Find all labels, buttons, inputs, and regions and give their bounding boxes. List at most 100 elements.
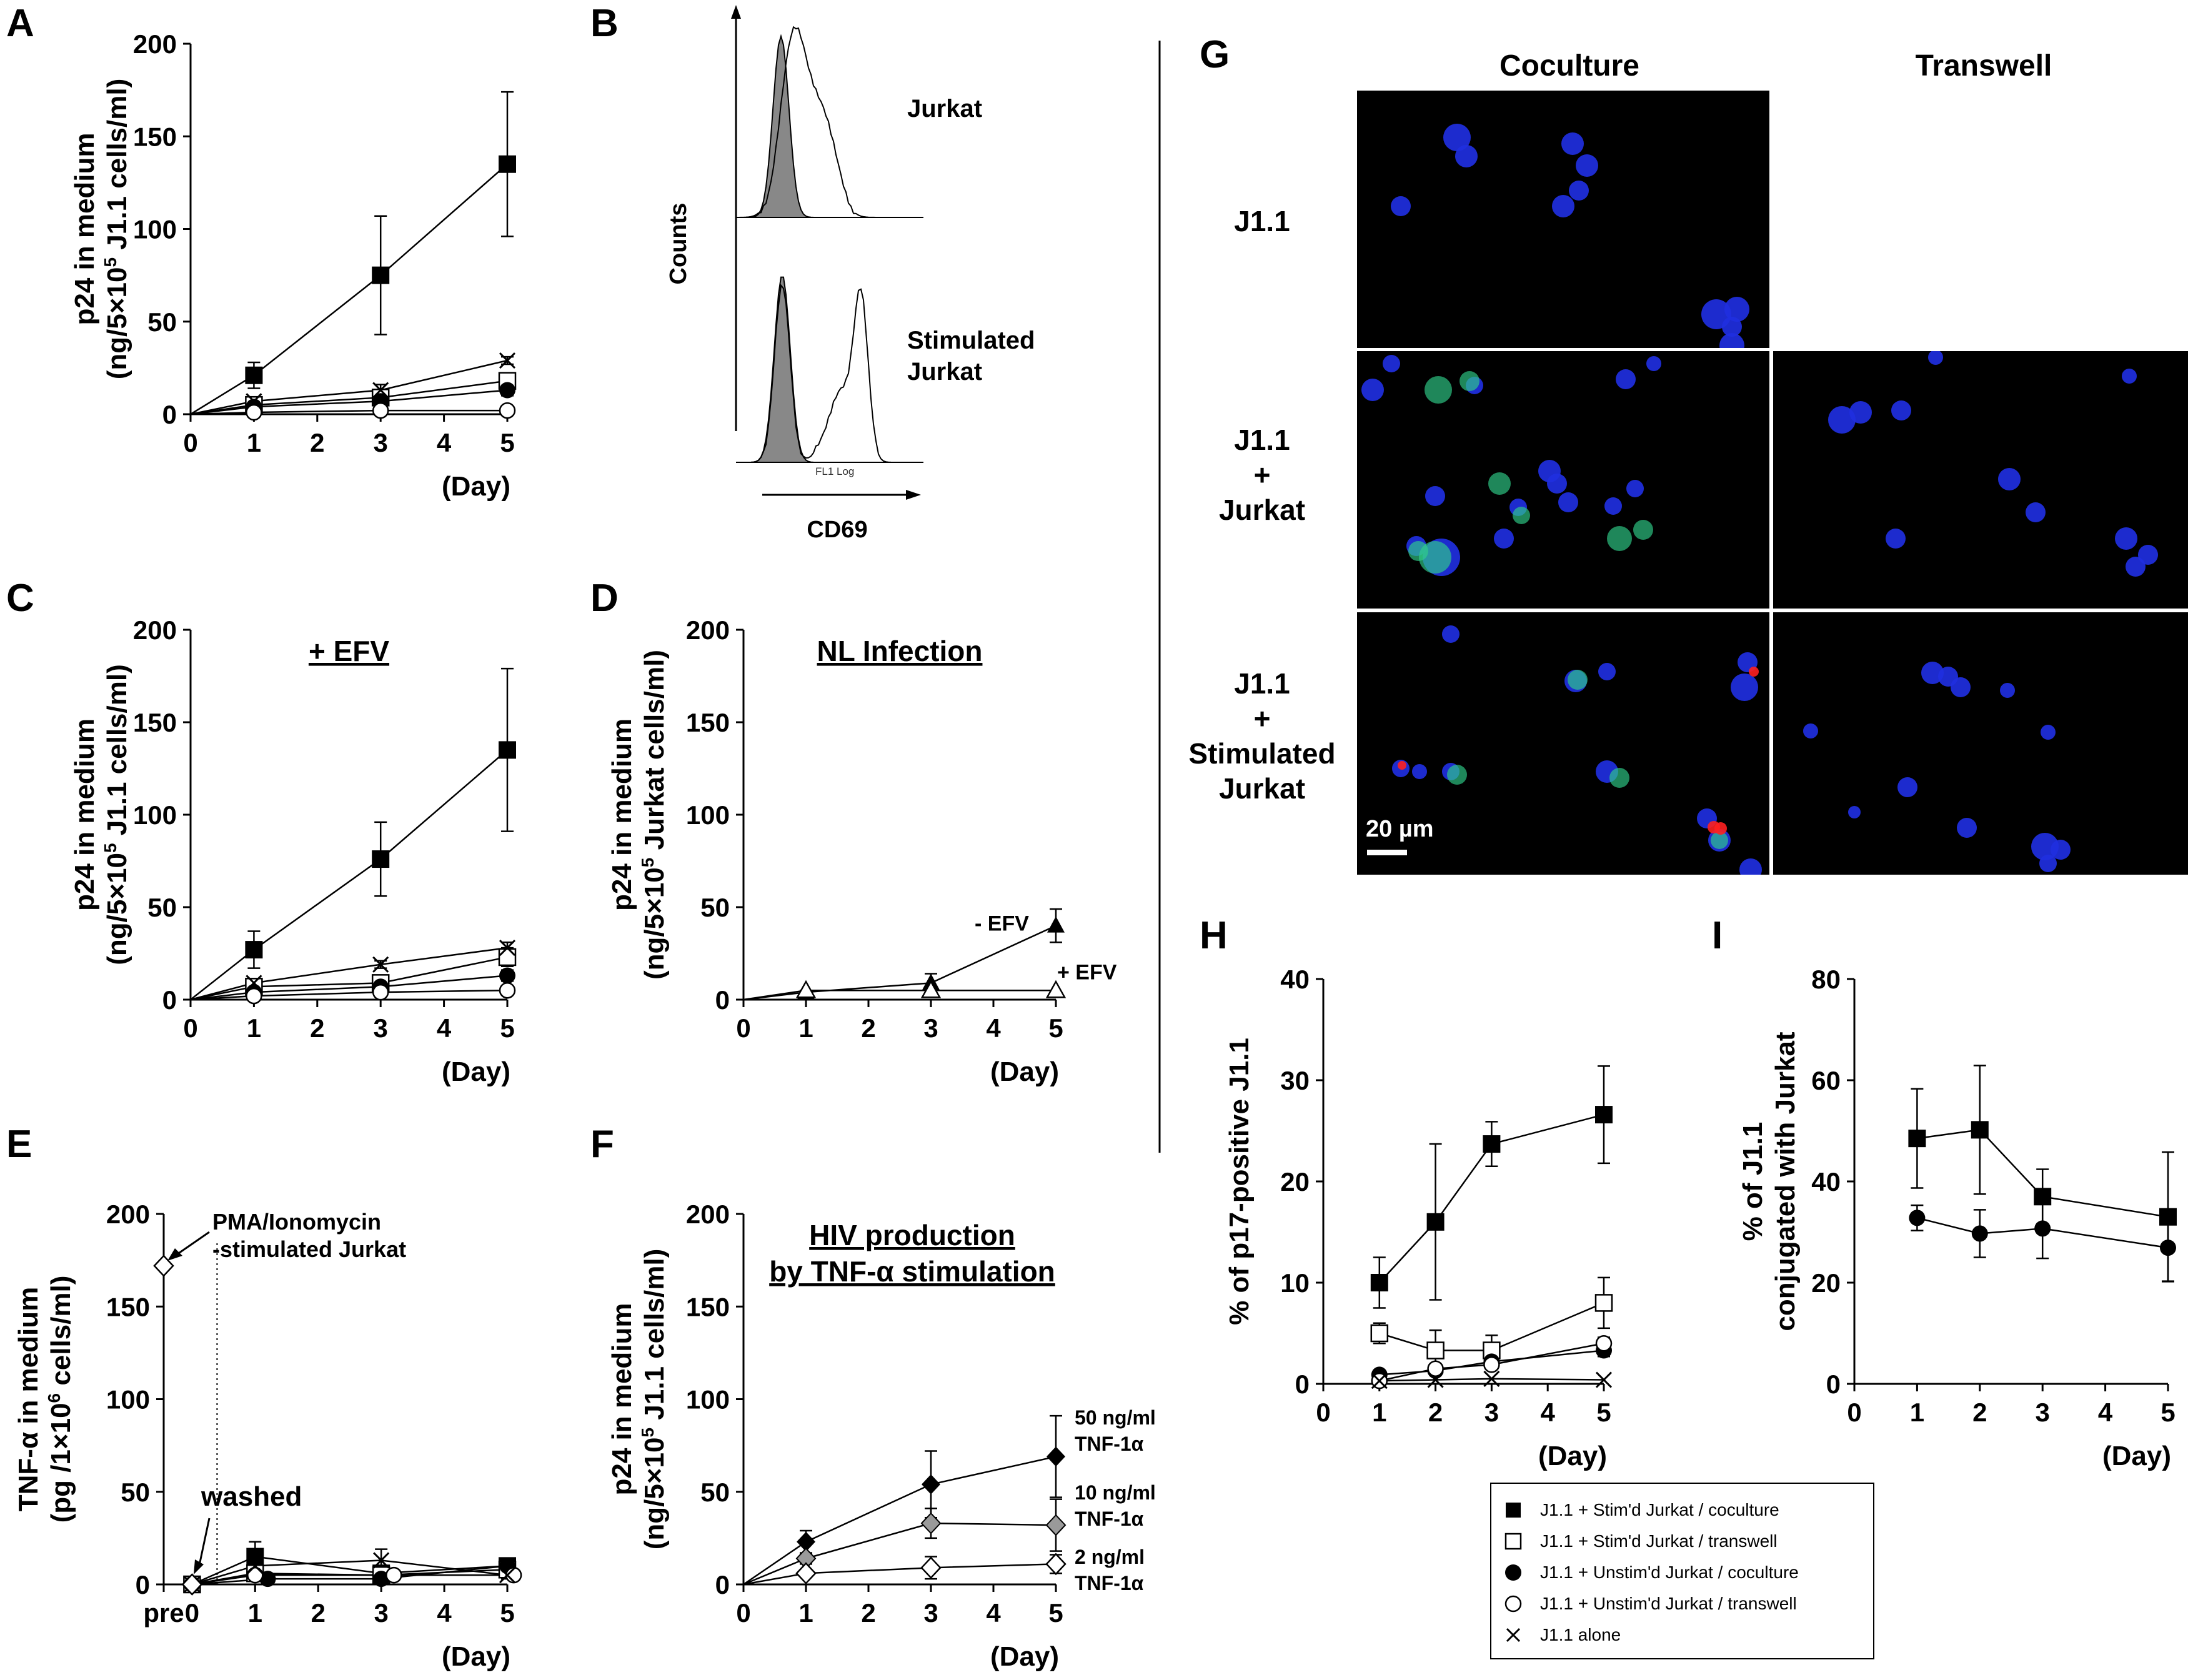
washed-arrowhead [194, 1559, 204, 1574]
x-tick-label: 3 [374, 1013, 388, 1043]
panel-label-i: I [1712, 914, 1723, 957]
nucleus [1803, 723, 1818, 738]
series-line [190, 947, 508, 1001]
data-point [2034, 1220, 2051, 1237]
data-point [795, 980, 817, 998]
y-axis-label: TNF-α in medium [13, 1287, 44, 1511]
x-axis-label: (Day) [990, 1641, 1059, 1672]
annotation-stimulated: -stimulated Jurkat [212, 1236, 406, 1262]
flow-x-arrowhead [906, 490, 921, 500]
micro-row-label-j11-stim-jurkat: J1.1 + Stimulated Jurkat [1168, 666, 1356, 806]
series-line [743, 1563, 1057, 1586]
series-line [192, 1574, 514, 1586]
legend-item: J1.1 + Stim'd Jurkat / coculture [1503, 1498, 1779, 1523]
y-tick-label: 20 [1811, 1268, 1841, 1298]
y-tick-label: 50 [700, 1478, 730, 1507]
x-tick-label: 4 [1541, 1398, 1556, 1427]
y-tick-label: 10 [1280, 1268, 1310, 1298]
gfp-signal [1447, 765, 1467, 785]
series-line [1917, 1217, 2169, 1249]
data-point [372, 402, 389, 419]
y-tick-label: 200 [686, 1200, 730, 1229]
flow-xlabel: CD69 [807, 517, 867, 543]
nucleus [1646, 356, 1661, 371]
x-tick-label: 0 [185, 1598, 199, 1628]
nucleus [1558, 492, 1578, 512]
annotation-minus-efv: - EFV [975, 912, 1029, 936]
x-tick-label: 4 [986, 1013, 1001, 1043]
y-tick-label: 30 [1280, 1066, 1310, 1095]
data-point [1045, 980, 1067, 998]
legend-label: J1.1 + Unstim'd Jurkat / transwell [1540, 1594, 1797, 1613]
legend-marker-circle-open [1504, 1595, 1522, 1613]
x-tick-label: 0 [183, 428, 197, 457]
annotation-washed: washed [201, 1481, 302, 1512]
series-line [743, 1522, 1057, 1586]
series-line [190, 163, 508, 415]
x-tick-label: 3 [374, 428, 388, 457]
data-point [499, 741, 516, 759]
y-axis-label-2: (pg /1×106 cells/ml) [44, 1276, 76, 1523]
legend-item: J1.1 + Unstim'd Jurkat / transwell [1503, 1591, 1797, 1616]
y-tick-label: 50 [147, 893, 177, 922]
gfp-signal [1408, 541, 1428, 561]
y-tick-label: 100 [106, 1385, 150, 1414]
legend-label: J1.1 + Unstim'd Jurkat / coculture [1540, 1563, 1799, 1582]
x-tick-label: 1 [247, 428, 261, 457]
data-point [922, 1474, 940, 1494]
series-line [1379, 1342, 1604, 1382]
chart-title: NL Infection [817, 635, 983, 667]
nucleus [1455, 145, 1478, 167]
legend-marker-square-open [1504, 1533, 1522, 1550]
y-tick-label: 60 [1811, 1066, 1841, 1095]
nucleus [1928, 351, 1943, 365]
micro-row2-line2: + [1253, 459, 1271, 491]
data-point [499, 382, 515, 399]
data-point [245, 366, 263, 384]
y-axis-label-2: (ng/5×105 Jurkat cells/ml) [638, 650, 670, 980]
data-point [1971, 1121, 1989, 1139]
data-point [246, 1548, 264, 1566]
annotation-tnf-2: TNF-1α [1075, 1572, 1144, 1594]
x-tick-label: 4 [986, 1598, 1001, 1628]
panel-label-g: G [1200, 33, 1230, 76]
data-point [246, 393, 262, 410]
chart-title: HIV production [809, 1219, 1015, 1251]
y-tick-label: 100 [686, 1385, 730, 1414]
data-point [1971, 1225, 1988, 1242]
legend-marker-circle-filled [1505, 1564, 1521, 1581]
data-point [1045, 1514, 1067, 1536]
p17-signal [1398, 761, 1406, 770]
series-line [190, 989, 508, 1001]
data-point [372, 956, 389, 973]
nucleus [1547, 474, 1567, 494]
x-tick-label: 5 [1596, 1398, 1611, 1427]
nucleus [2122, 369, 2137, 384]
x-axis-label: (Day) [442, 471, 510, 502]
y-tick-label: 100 [133, 800, 177, 830]
nucleus [2026, 502, 2046, 522]
x-tick-label: 2 [310, 428, 324, 457]
nucleus [1361, 379, 1384, 401]
nucleus [2138, 545, 2158, 565]
nucleus [1828, 406, 1856, 434]
x-tick-label: 4 [437, 428, 452, 457]
flow-top-cd69-histogram [735, 26, 923, 218]
x-tick-label: 1 [1910, 1398, 1924, 1427]
y-axis-label: p24 in medium [69, 718, 100, 911]
nucleus [2115, 527, 2137, 550]
gfp-signal [1568, 670, 1588, 690]
y-tick-label: 80 [1811, 965, 1841, 994]
flow-bottom-label-2: Jurkat [907, 358, 982, 385]
x-tick-label: 1 [798, 1598, 813, 1628]
data-point [1483, 1356, 1500, 1373]
data-point [1595, 1106, 1613, 1124]
y-tick-label: 100 [686, 800, 730, 830]
annotation-arrowhead [167, 1248, 182, 1261]
nucleus [2000, 683, 2015, 698]
y-tick-label: 40 [1280, 965, 1310, 994]
chart-a: 0 50 100 150 200 0 1 2 3 4 5 (Day) p24 in medium (ng/… [69, 29, 517, 502]
x-tick-label: 0 [736, 1598, 750, 1628]
nucleus [1951, 677, 1971, 697]
